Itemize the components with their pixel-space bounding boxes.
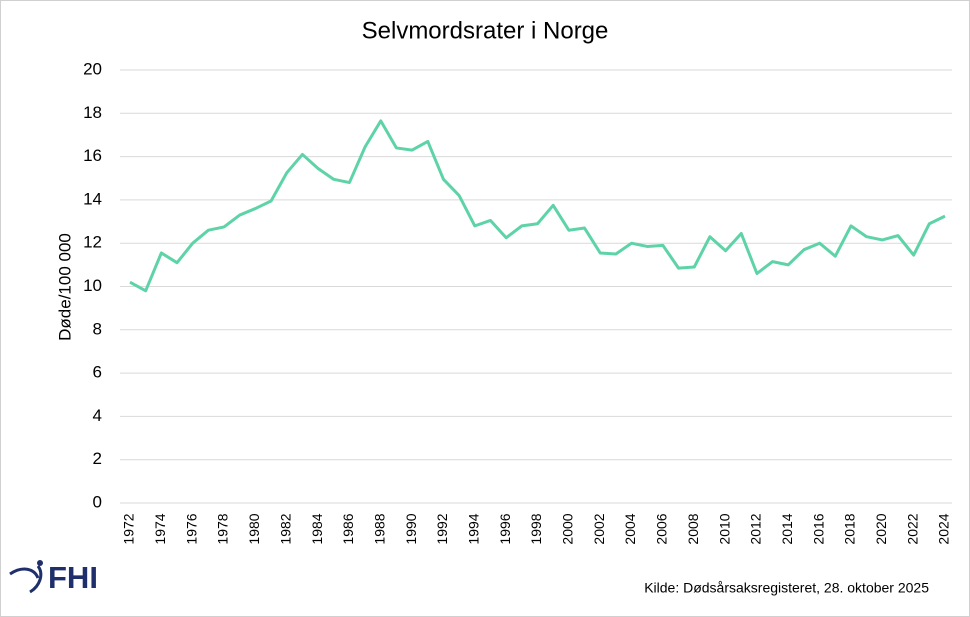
logo-swoosh	[29, 565, 43, 594]
source-note: Kilde: Dødsårsaksregisteret, 28. oktober…	[644, 580, 929, 596]
x-tick-label: 2000	[560, 513, 576, 544]
x-tick-label: 1992	[434, 513, 450, 544]
y-tick-label: 0	[93, 492, 102, 511]
x-tick-label: 1990	[403, 513, 419, 544]
x-tick-label: 1974	[152, 513, 168, 544]
x-tick-label: 2004	[622, 513, 638, 544]
y-tick-label: 6	[93, 363, 102, 382]
y-axis-label: Døde/100 000	[55, 233, 74, 341]
x-tick-label: 2012	[748, 513, 764, 544]
x-tick-label: 2014	[779, 513, 795, 544]
x-tick-label: 1976	[183, 513, 199, 544]
x-tick-label: 2018	[842, 513, 858, 544]
x-tick-label: 2016	[810, 513, 826, 544]
x-tick-label: 2008	[685, 513, 701, 544]
logo: FHI	[9, 560, 98, 595]
data-line	[129, 119, 946, 293]
y-tick-label: 14	[83, 189, 102, 208]
y-tick-label: 18	[83, 103, 102, 122]
y-tick-label: 20	[83, 59, 102, 78]
y-tick-label: 10	[83, 276, 102, 295]
y-tick-label: 2	[93, 449, 102, 468]
x-tick-label: 1972	[121, 513, 137, 544]
logo-arc	[9, 567, 40, 579]
x-tick-label: 1994	[466, 513, 482, 544]
logo-dot	[37, 560, 43, 566]
x-tick-label: 1988	[371, 513, 387, 544]
x-tick-label: 2006	[654, 513, 670, 544]
y-tick-label: 12	[83, 233, 102, 252]
y-tick-label: 4	[93, 406, 102, 425]
x-tick-label: 1980	[246, 513, 262, 544]
x-tick-label: 1996	[497, 513, 513, 544]
x-tick-label: 1986	[340, 513, 356, 544]
y-tick-label: 16	[83, 146, 102, 165]
x-tick-label: 2002	[591, 513, 607, 544]
logo-text: FHI	[48, 560, 98, 595]
x-tick-label: 2024	[936, 513, 952, 544]
chart-title: Selvmordsrater i Norge	[362, 17, 609, 44]
y-tick-label: 8	[93, 319, 102, 338]
x-tick-label: 2010	[716, 513, 732, 544]
x-tick-label: 2022	[904, 513, 920, 544]
x-tick-label: 1998	[528, 513, 544, 544]
x-tick-label: 1984	[309, 513, 325, 544]
x-tick-label: 1978	[215, 513, 231, 544]
x-tick-label: 2020	[873, 513, 889, 544]
x-tick-label: 1982	[277, 513, 293, 544]
